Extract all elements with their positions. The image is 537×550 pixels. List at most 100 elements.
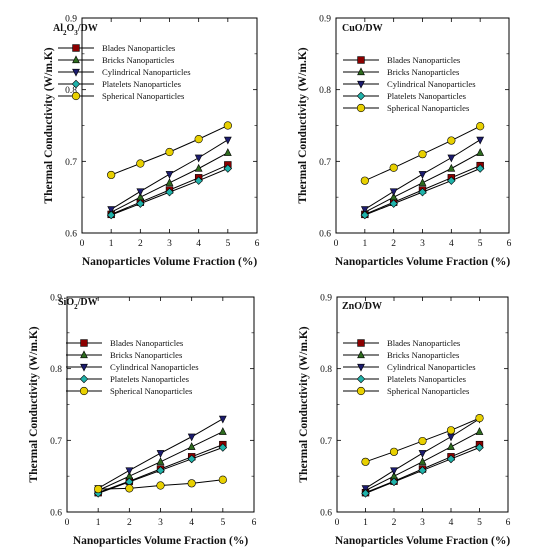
legend-label: Bricks Nanoparticles [110, 350, 183, 360]
x-tick-label: 0 [65, 518, 70, 528]
data-point [187, 433, 196, 442]
data-point [165, 187, 174, 197]
x-tick-label: 6 [252, 518, 257, 528]
series-spherical-nanoparticles [107, 121, 232, 180]
x-tick-label: 3 [420, 518, 425, 528]
data-point [389, 477, 399, 487]
data-point [218, 415, 227, 424]
series-bricks-nanoparticles [361, 427, 484, 494]
y-axis-title: Thermal Conductivity (W/m.K) [43, 47, 55, 203]
series-cylindrical-nanoparticles [361, 415, 484, 494]
data-point [187, 442, 196, 450]
panel-title: SiO2/DW [58, 297, 98, 311]
legend-marker [80, 363, 88, 372]
data-point [475, 164, 485, 173]
series-spherical-nanoparticles [94, 475, 227, 494]
legend-label: Blades Nanoparticles [102, 43, 176, 53]
y-tick-label: 0.9 [50, 294, 62, 304]
legend-label: Platelets Nanoparticles [387, 374, 467, 384]
y-tick-label: 0.8 [65, 86, 77, 96]
legend-label: Cylindrical Nanoparticles [102, 67, 191, 77]
legend: Blades Nanoparticles Bricks Nanoparticles… [66, 338, 199, 396]
data-point [218, 475, 227, 484]
x-tick-label: 2 [127, 518, 132, 528]
series-platelets-nanoparticles [360, 164, 485, 220]
y-tick-label: 0.6 [319, 230, 331, 240]
data-point [194, 135, 203, 144]
data-point [360, 176, 369, 185]
data-point [360, 210, 370, 220]
chart-panel-4: 0 1 2 3 4 5 6 0.6 0.7 0.8 0.9 Nanoparticles Volume … [298, 294, 511, 548]
data-point [389, 188, 398, 197]
x-tick-label: 2 [391, 239, 396, 249]
legend-label: Blades Nanoparticles [387, 55, 461, 65]
data-point [136, 188, 145, 197]
x-tick-label: 1 [362, 239, 367, 249]
y-tick-label: 0.6 [50, 509, 62, 519]
data-point [476, 148, 485, 156]
x-tick-label: 2 [392, 518, 397, 528]
legend: Blades Nanoparticles Bricks Nanoparticles… [58, 43, 191, 101]
legend-marker [79, 386, 89, 396]
x-tick-label: 0 [80, 239, 85, 249]
x-axis-title: Nanoparticles Volume Fraction (%) [335, 535, 511, 547]
plot-frame [336, 296, 509, 513]
data-point [418, 466, 427, 475]
data-point [389, 447, 399, 456]
x-tick-label: 5 [220, 518, 225, 528]
y-axis-title: Thermal Conductivity (W/m.K) [298, 326, 310, 482]
data-point [156, 450, 165, 458]
legend-marker [357, 339, 365, 347]
legend: Blades Nanoparticles Bricks Nanoparticles… [343, 55, 476, 113]
data-point [447, 136, 456, 145]
legend-marker [72, 44, 80, 52]
panel-title: Al2O3/DW [53, 23, 98, 37]
x-tick-label: 3 [167, 239, 172, 249]
legend-label: Bricks Nanoparticles [102, 55, 175, 65]
x-axis-title: Nanoparticles Volume Fraction (%) [82, 256, 258, 268]
data-point [156, 481, 165, 490]
legend-label: Bricks Nanoparticles [387, 67, 460, 77]
legend-label: Cylindrical Nanoparticles [110, 362, 199, 372]
legend-label: Spherical Nanoparticles [387, 103, 470, 113]
data-point [361, 489, 370, 498]
legend-marker [72, 55, 80, 64]
legend-label: Blades Nanoparticles [387, 338, 461, 348]
data-point [165, 147, 174, 157]
data-point [107, 170, 116, 180]
x-tick-label: 4 [449, 518, 454, 528]
series-cylindrical-nanoparticles [94, 415, 227, 494]
x-tick-label: 4 [189, 518, 194, 528]
data-point [475, 414, 484, 423]
y-tick-label: 0.6 [65, 230, 77, 240]
data-point [389, 163, 398, 172]
legend-marker [71, 79, 81, 89]
x-tick-label: 1 [96, 518, 101, 528]
y-axis-title: Thermal Conductivity (W/m.K) [28, 326, 40, 482]
x-tick-label: 0 [335, 518, 340, 528]
legend-label: Cylindrical Nanoparticles [387, 362, 476, 372]
data-point [476, 136, 485, 145]
x-tick-label: 2 [138, 239, 143, 249]
y-axis-title: Thermal Conductivity (W/m.K) [297, 47, 309, 203]
y-tick-label: 0.7 [319, 158, 331, 168]
legend-label: Platelets Nanoparticles [102, 79, 182, 89]
x-tick-label: 0 [334, 239, 339, 249]
x-tick-label: 6 [507, 239, 512, 249]
data-point [125, 484, 134, 493]
legend-marker [357, 56, 365, 64]
legend-label: Bricks Nanoparticles [387, 350, 460, 360]
data-point [218, 427, 227, 435]
legend-label: Spherical Nanoparticles [387, 386, 470, 396]
data-point [194, 163, 203, 172]
data-point [418, 187, 427, 197]
data-point [418, 457, 427, 465]
series-cylindrical-nanoparticles [107, 136, 232, 215]
legend-marker [357, 80, 365, 89]
legend-label: Platelets Nanoparticles [387, 91, 467, 101]
x-tick-label: 4 [449, 239, 454, 249]
data-point [194, 176, 203, 185]
series-platelets-nanoparticles [106, 164, 233, 220]
data-point [447, 176, 456, 185]
